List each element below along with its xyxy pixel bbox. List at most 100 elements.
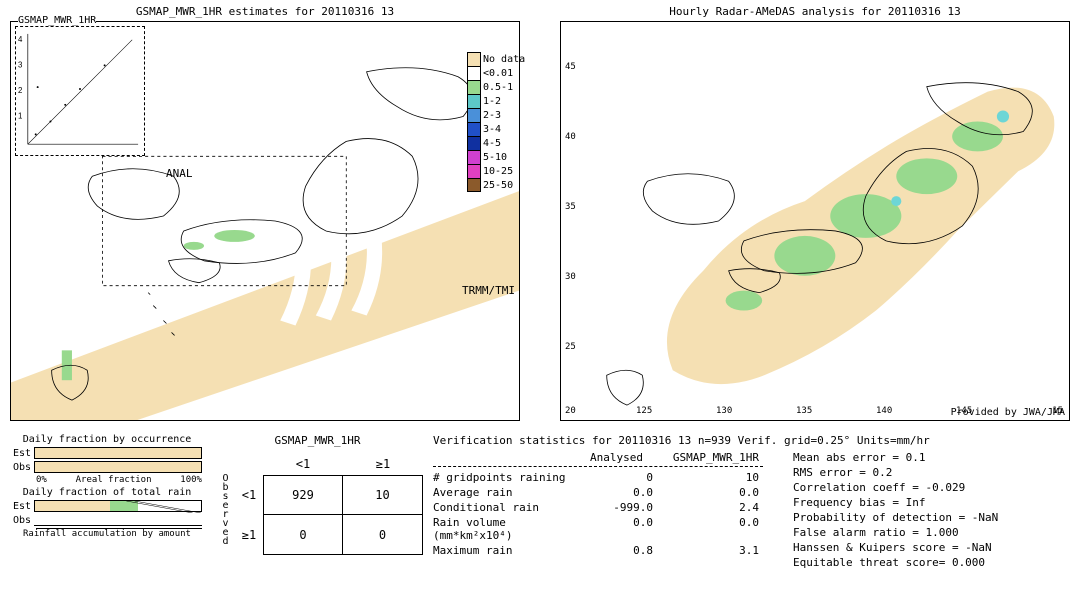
- occurrence-bar-row: Est: [12, 447, 202, 459]
- totalrain-footer: Rainfall accumulation by amount: [12, 529, 202, 539]
- bar-label: Obs: [12, 515, 34, 526]
- ctable-cell: 929: [263, 475, 343, 515]
- right-map-title: Hourly Radar-AMeDAS analysis for 2011031…: [560, 5, 1070, 21]
- stats-analysed-value: 0.0: [583, 486, 653, 499]
- lon-tick: 140: [876, 406, 892, 416]
- bar-segment: [35, 448, 201, 458]
- stats-row-label: Rain volume (mm*km²x10⁴): [433, 516, 583, 542]
- stats-metric: Probability of detection = -NaN: [793, 511, 1068, 524]
- occ-axis-left: 0%: [36, 475, 47, 485]
- trmm-label: TRMM/TMI: [462, 284, 515, 297]
- legend-swatch: [467, 108, 481, 122]
- right-map-svg: [561, 22, 1069, 420]
- legend-item: 10-25: [467, 164, 537, 178]
- left-map-frame: GSMAP_MWR_1HR 1 2 3 4 ANAL: [10, 21, 520, 421]
- legend-item: 0.5-1: [467, 80, 537, 94]
- ctable-col-header: <1: [263, 453, 343, 475]
- contingency-table: GSMAP_MWR_1HR Observed <1 ≥1 <1 929 10 ≥…: [220, 434, 415, 601]
- legend-label: 0.5-1: [483, 82, 513, 93]
- bar-label: Est: [12, 501, 34, 512]
- legend-item: 1-2: [467, 94, 537, 108]
- svg-text:2: 2: [18, 86, 22, 95]
- stats-model-value: 0.0: [653, 486, 763, 499]
- stats-model-value: 0.0: [653, 516, 763, 542]
- right-map-panel: Hourly Radar-AMeDAS analysis for 2011031…: [560, 5, 1070, 425]
- totalrain-title: Daily fraction of total rain: [12, 487, 202, 498]
- bar-track: [34, 500, 202, 512]
- bar-segment: [35, 462, 201, 472]
- stats-row-label: Conditional rain: [433, 501, 583, 514]
- stats-title: Verification statistics for 20110316 13 …: [433, 434, 1068, 447]
- stats-row-label: Maximum rain: [433, 544, 583, 557]
- ctable-cell: 10: [343, 475, 423, 515]
- legend-swatch: [467, 122, 481, 136]
- inset-box: GSMAP_MWR_1HR 1 2 3 4: [15, 26, 145, 156]
- stats-row: Average rain0.00.0: [433, 486, 763, 499]
- bar-label: Est: [12, 448, 34, 459]
- totalrain-bar-row: Est: [12, 500, 202, 512]
- stats-row: Rain volume (mm*km²x10⁴)0.00.0: [433, 516, 763, 542]
- stats-analysed-value: -999.0: [583, 501, 653, 514]
- bar-label: Obs: [12, 462, 34, 473]
- lat-tick: 25: [565, 342, 576, 352]
- stats-metric: Frequency bias = Inf: [793, 496, 1068, 509]
- legend-item: <0.01: [467, 66, 537, 80]
- legend-label: 5-10: [483, 152, 507, 163]
- stats-metric: RMS error = 0.2: [793, 466, 1068, 479]
- occurrence-bar-row: Obs: [12, 461, 202, 473]
- stats-model-value: 10: [653, 471, 763, 484]
- stats-metric: Mean abs error = 0.1: [793, 451, 1068, 464]
- stats-metric: Correlation coeff = -0.029: [793, 481, 1068, 494]
- bar-track: [34, 514, 202, 526]
- colorbar-legend: No data <0.01 0.5-1 1-2 2-33-4 4-5 5-10 10-2525…: [467, 52, 537, 192]
- ctable-row-header: <1: [235, 475, 263, 515]
- legend-swatch: [467, 94, 481, 108]
- legend-swatch: [467, 52, 481, 66]
- legend-swatch: [467, 66, 481, 80]
- right-map-frame: Provided by JWA/JMA 20 25 30 35 40 45 12…: [560, 21, 1070, 421]
- left-map-panel: GSMAP_MWR_1HR estimates for 20110316 13: [10, 5, 520, 425]
- stats-analysed-value: 0.8: [583, 544, 653, 557]
- legend-item: 5-10: [467, 150, 537, 164]
- mini-charts: Daily fraction by occurrence EstObs 0% A…: [12, 434, 202, 601]
- occurrence-title: Daily fraction by occurrence: [12, 434, 202, 445]
- stats-row-label: Average rain: [433, 486, 583, 499]
- stats-row: # gridpoints raining010: [433, 471, 763, 484]
- ctable-title: GSMAP_MWR_1HR: [220, 434, 415, 447]
- legend-label: 10-25: [483, 166, 513, 177]
- bar-track: [34, 447, 202, 459]
- legend-label: <0.01: [483, 68, 513, 79]
- legend-label: 2-3: [483, 110, 501, 121]
- legend-item: 3-4: [467, 122, 537, 136]
- legend-swatch: [467, 150, 481, 164]
- legend-item: 2-3: [467, 108, 537, 122]
- stats-col-analysed: Analysed: [433, 451, 653, 464]
- stats-row: Maximum rain0.83.1: [433, 544, 763, 557]
- lon-tick: 135: [796, 406, 812, 416]
- lon-tick: 15: [1052, 406, 1063, 416]
- legend-item: 25-50: [467, 178, 537, 192]
- inset-svg: 1 2 3 4: [16, 27, 144, 157]
- legend-label: 1-2: [483, 96, 501, 107]
- lon-tick: 125: [636, 406, 652, 416]
- ctable-row-header: ≥1: [235, 515, 263, 555]
- stats-metric: Equitable threat score= 0.000: [793, 556, 1068, 569]
- occ-axis-right: 100%: [180, 475, 202, 485]
- stats-metric: False alarm ratio = 1.000: [793, 526, 1068, 539]
- lat-tick: 45: [565, 62, 576, 72]
- lon-tick: 145: [956, 406, 972, 416]
- legend-swatch: [467, 136, 481, 150]
- svg-text:3: 3: [18, 60, 23, 69]
- ctable-col-header: ≥1: [343, 453, 423, 475]
- totalrain-bar-row: Obs: [12, 514, 202, 526]
- ctable-cell: 0: [343, 515, 423, 555]
- stats-analysed-value: 0.0: [583, 516, 653, 542]
- legend-item: 4-5: [467, 136, 537, 150]
- legend-label: No data: [483, 54, 525, 65]
- legend-item: No data: [467, 52, 537, 66]
- stats-analysed-value: 0: [583, 471, 653, 484]
- legend-label: 4-5: [483, 138, 501, 149]
- lon-tick: 130: [716, 406, 732, 416]
- ctable-side-label: Observed: [220, 453, 231, 555]
- stats-metric: Hanssen & Kuipers score = -NaN: [793, 541, 1068, 554]
